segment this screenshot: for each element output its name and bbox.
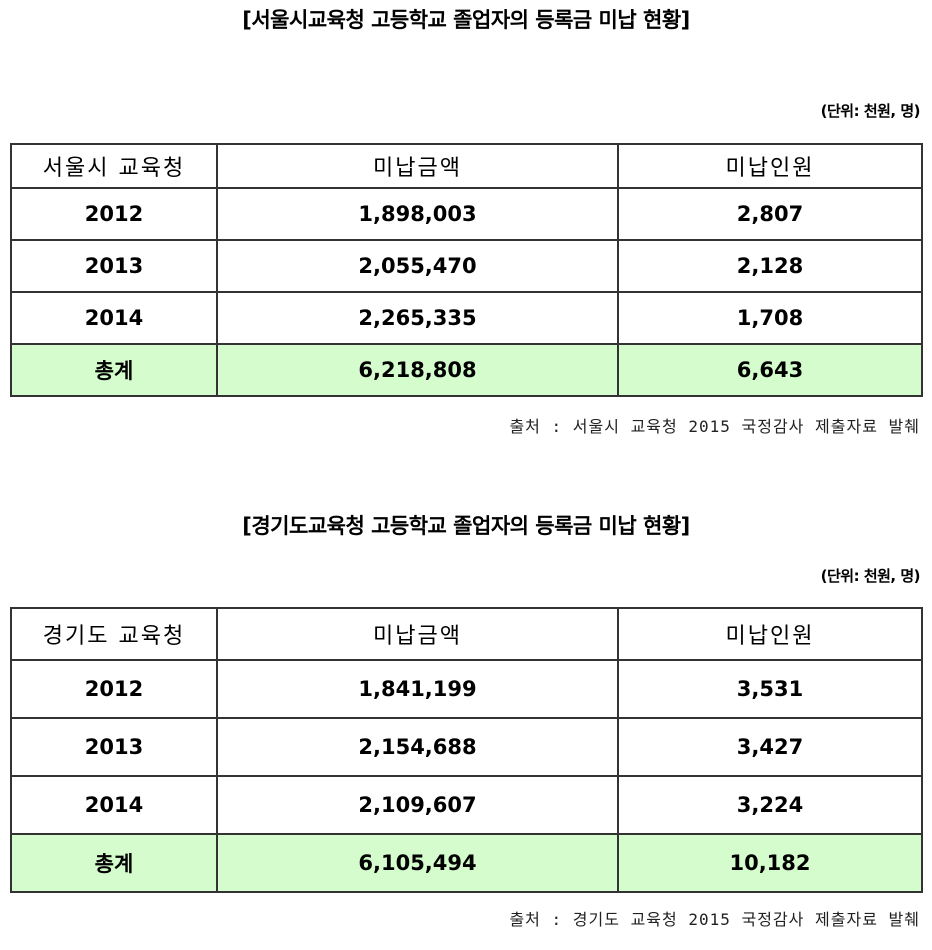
table-row: 2012 1,898,003 2,807	[10, 187, 923, 241]
gyeonggi-unit-label: (단위: 천원, 명)	[820, 567, 921, 585]
amount-cell: 2,109,607	[216, 775, 619, 835]
seoul-unit-label: (단위: 천원, 명)	[820, 102, 921, 120]
total-row: 총계 6,218,808 6,643	[10, 343, 923, 397]
total-amount: 6,218,808	[216, 343, 619, 397]
total-count: 10,182	[617, 833, 923, 893]
table-header-row: 경기도 교육청 미납금액 미납인원	[10, 607, 923, 661]
header-unpaid-amount: 미납금액	[216, 143, 619, 189]
header-unpaid-amount: 미납금액	[216, 607, 619, 661]
count-cell: 3,531	[617, 659, 923, 719]
header-office: 경기도 교육청	[10, 607, 218, 661]
table-row: 2014 2,109,607 3,224	[10, 775, 923, 835]
total-count: 6,643	[617, 343, 923, 397]
header-office: 서울시 교육청	[10, 143, 218, 189]
seoul-table-title: [서울시교육청 고등학교 졸업자의 등록금 미납 현황]	[242, 8, 690, 32]
table-row: 2013 2,154,688 3,427	[10, 717, 923, 777]
total-row: 총계 6,105,494 10,182	[10, 833, 923, 893]
amount-cell: 2,055,470	[216, 239, 619, 293]
amount-cell: 1,841,199	[216, 659, 619, 719]
amount-cell: 1,898,003	[216, 187, 619, 241]
amount-cell: 2,154,688	[216, 717, 619, 777]
year-cell: 2013	[10, 717, 218, 777]
header-unpaid-count: 미납인원	[617, 607, 923, 661]
header-unpaid-count: 미납인원	[617, 143, 923, 189]
year-cell: 2014	[10, 291, 218, 345]
table-row: 2014 2,265,335 1,708	[10, 291, 923, 345]
total-amount: 6,105,494	[216, 833, 619, 893]
gyeonggi-table-title: [경기도교육청 고등학교 졸업자의 등록금 미납 현황]	[242, 514, 690, 538]
amount-cell: 2,265,335	[216, 291, 619, 345]
total-label: 총계	[10, 833, 218, 893]
gyeonggi-unpaid-table: 경기도 교육청 미납금액 미납인원 2012 1,841,199 3,531 2…	[10, 607, 923, 893]
count-cell: 2,807	[617, 187, 923, 241]
count-cell: 3,224	[617, 775, 923, 835]
count-cell: 2,128	[617, 239, 923, 293]
table-row: 2012 1,841,199 3,531	[10, 659, 923, 719]
table-header-row: 서울시 교육청 미납금액 미납인원	[10, 143, 923, 189]
year-cell: 2012	[10, 659, 218, 719]
total-label: 총계	[10, 343, 218, 397]
count-cell: 3,427	[617, 717, 923, 777]
gyeonggi-source-note: 출처 : 경기도 교육청 2015 국정감사 제출자료 발췌	[509, 910, 920, 929]
year-cell: 2014	[10, 775, 218, 835]
year-cell: 2012	[10, 187, 218, 241]
seoul-source-note: 출처 : 서울시 교육청 2015 국정감사 제출자료 발췌	[509, 417, 920, 436]
seoul-unpaid-table: 서울시 교육청 미납금액 미납인원 2012 1,898,003 2,807 2…	[10, 143, 923, 397]
table-row: 2013 2,055,470 2,128	[10, 239, 923, 293]
count-cell: 1,708	[617, 291, 923, 345]
year-cell: 2013	[10, 239, 218, 293]
